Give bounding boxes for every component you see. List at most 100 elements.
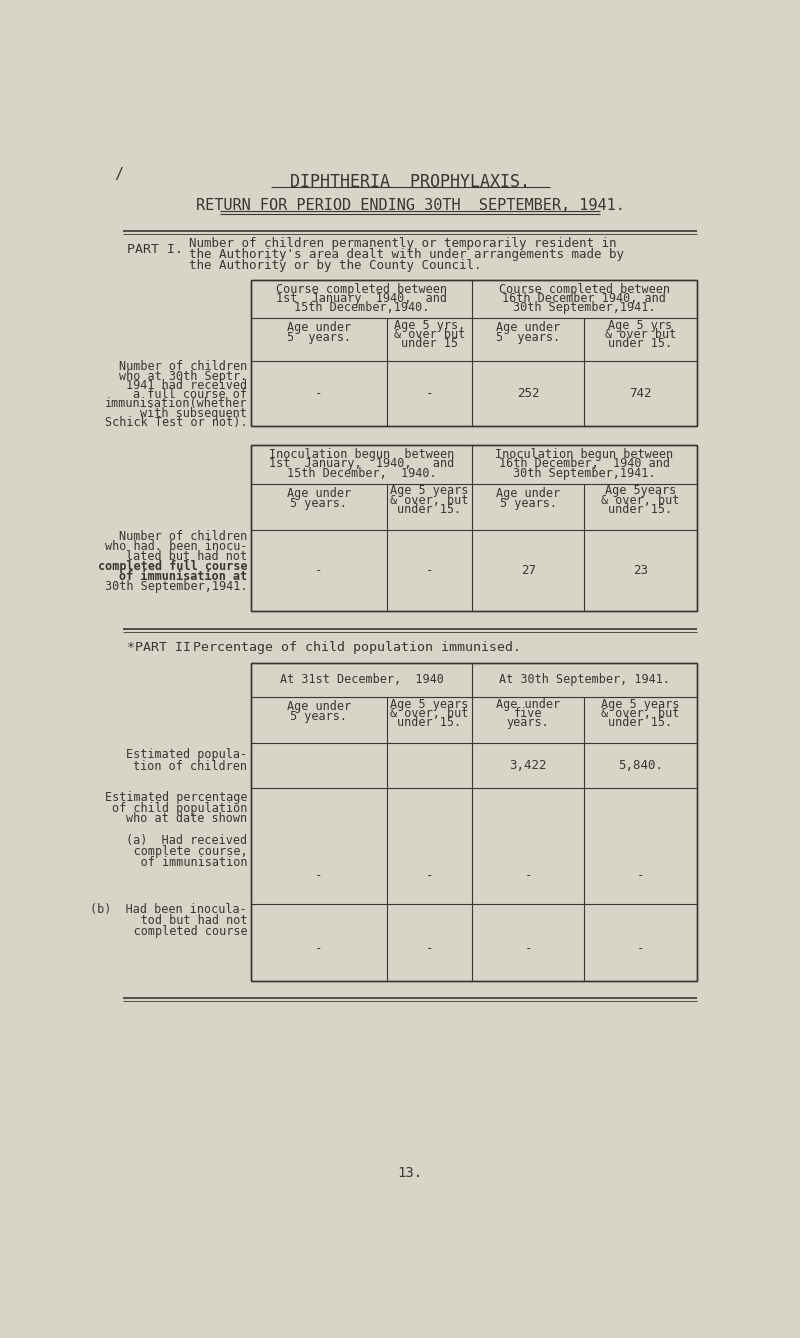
Text: Age under: Age under <box>496 697 560 710</box>
Text: Percentage of child population immunised.: Percentage of child population immunised… <box>193 641 521 654</box>
Text: 1st  January  1940,  and: 1st January 1940, and <box>276 292 447 305</box>
Text: 15th December,1940.: 15th December,1940. <box>294 301 430 314</box>
Text: 742: 742 <box>630 387 652 400</box>
Text: /: / <box>114 167 123 182</box>
Text: tod but had not: tod but had not <box>105 914 247 927</box>
Text: -: - <box>315 565 322 577</box>
Text: -: - <box>426 387 433 400</box>
Text: Number of children: Number of children <box>119 360 247 373</box>
Text: Age 5years: Age 5years <box>605 484 676 498</box>
Text: At 30th September, 1941.: At 30th September, 1941. <box>499 673 670 686</box>
Text: under 15: under 15 <box>401 337 458 351</box>
Text: *PART II: *PART II <box>127 641 191 654</box>
Text: 5 years.: 5 years. <box>290 710 347 723</box>
Text: 30th September,1941.: 30th September,1941. <box>513 467 656 480</box>
Text: under 15.: under 15. <box>609 503 673 516</box>
Text: of child population: of child population <box>112 801 247 815</box>
Text: PART I.: PART I. <box>127 242 183 256</box>
Text: a full course of: a full course of <box>134 388 247 401</box>
Text: -: - <box>637 942 644 955</box>
Text: -: - <box>525 868 532 882</box>
Text: 5 years.: 5 years. <box>500 496 557 510</box>
Text: Age 5 yrs: Age 5 yrs <box>609 318 673 332</box>
Text: 30th September,1941.: 30th September,1941. <box>513 301 656 314</box>
Text: five: five <box>514 706 542 720</box>
Text: Inoculation begun between: Inoculation begun between <box>495 448 674 462</box>
Text: 16th December 1940, and: 16th December 1940, and <box>502 292 666 305</box>
Text: 16th December,  1940 and: 16th December, 1940 and <box>499 458 670 471</box>
Text: 1st  January,  1940,   and: 1st January, 1940, and <box>269 458 454 471</box>
Text: complete course,: complete course, <box>98 844 247 858</box>
Text: Age under: Age under <box>496 321 560 334</box>
Text: under 15.: under 15. <box>609 716 673 729</box>
Text: with subsequent: with subsequent <box>140 407 247 420</box>
Text: -: - <box>315 942 322 955</box>
Text: Number of children: Number of children <box>119 530 247 543</box>
Text: of immunisation at: of immunisation at <box>119 570 247 583</box>
Text: & over but: & over but <box>605 328 676 341</box>
Text: At 31st December,  1940: At 31st December, 1940 <box>280 673 443 686</box>
Text: the Authority's area dealt with under arrangements made by: the Authority's area dealt with under ar… <box>189 248 624 261</box>
Text: Inoculation begun  between: Inoculation begun between <box>269 448 454 462</box>
Text: who at date shown: who at date shown <box>126 812 247 826</box>
Text: immunisation(whether: immunisation(whether <box>105 397 247 411</box>
Bar <box>251 446 697 611</box>
Text: Course completed between: Course completed between <box>499 282 670 296</box>
Text: (b)  Had been inocula-: (b) Had been inocula- <box>90 903 247 917</box>
Text: the Authority or by the County Council.: the Authority or by the County Council. <box>189 258 482 272</box>
Text: 30th September,1941.: 30th September,1941. <box>105 579 247 593</box>
Text: who had. been inocu-: who had. been inocu- <box>105 539 247 553</box>
Text: 5 years.: 5 years. <box>290 496 347 510</box>
Text: Age under: Age under <box>496 487 560 499</box>
Text: Age 5 years: Age 5 years <box>390 484 469 498</box>
Text: & over, but: & over, but <box>390 706 469 720</box>
Text: lated but had not: lated but had not <box>126 550 247 563</box>
Text: Number of children permanently or temporarily resident in: Number of children permanently or tempor… <box>189 237 617 250</box>
Text: RETURN FOR PERIOD ENDING 30TH  SEPTEMBER, 1941.: RETURN FOR PERIOD ENDING 30TH SEPTEMBER,… <box>195 198 625 213</box>
Text: Age under: Age under <box>287 487 351 499</box>
Text: -: - <box>426 942 433 955</box>
Text: 3,422: 3,422 <box>510 759 547 772</box>
Text: Age 5 yrs.: Age 5 yrs. <box>394 318 465 332</box>
Text: 5,840.: 5,840. <box>618 759 663 772</box>
Text: 252: 252 <box>517 387 539 400</box>
Text: Age under: Age under <box>287 321 351 334</box>
Text: -: - <box>525 942 532 955</box>
Text: 15th December,  1940.: 15th December, 1940. <box>286 467 436 480</box>
Text: -: - <box>315 868 322 882</box>
Text: under 15.: under 15. <box>398 503 462 516</box>
Text: -: - <box>426 565 433 577</box>
Text: who at 30th Septr.: who at 30th Septr. <box>119 369 247 383</box>
Bar <box>251 662 697 981</box>
Text: 23: 23 <box>633 565 648 577</box>
Text: & over, but: & over, but <box>602 706 680 720</box>
Text: Course completed between: Course completed between <box>276 282 447 296</box>
Text: of immunisation: of immunisation <box>105 855 247 868</box>
Text: tion of children: tion of children <box>134 760 247 773</box>
Text: 1941 had received: 1941 had received <box>126 379 247 392</box>
Text: & over but: & over but <box>394 328 465 341</box>
Text: Age under: Age under <box>287 700 351 713</box>
Text: years.: years. <box>507 716 550 729</box>
Text: -: - <box>637 868 644 882</box>
Text: DIPHTHERIA  PROPHYLAXIS.: DIPHTHERIA PROPHYLAXIS. <box>290 173 530 191</box>
Text: -: - <box>315 387 322 400</box>
Text: Age 5 years: Age 5 years <box>602 697 680 710</box>
Text: 27: 27 <box>521 565 536 577</box>
Text: Schick Test or not).: Schick Test or not). <box>105 416 247 429</box>
Text: Estimated popula-: Estimated popula- <box>126 748 247 761</box>
Bar <box>251 280 697 427</box>
Text: & over, but: & over, but <box>602 494 680 507</box>
Text: 13.: 13. <box>398 1167 422 1180</box>
Text: & over, but: & over, but <box>390 494 469 507</box>
Text: under 15.: under 15. <box>398 716 462 729</box>
Text: 5  years.: 5 years. <box>496 332 560 344</box>
Text: -: - <box>426 868 433 882</box>
Text: Age 5 years: Age 5 years <box>390 697 469 710</box>
Text: 5  years.: 5 years. <box>287 332 351 344</box>
Text: under 15.: under 15. <box>609 337 673 351</box>
Text: (a)  Had received: (a) Had received <box>126 834 247 847</box>
Text: completed course: completed course <box>98 925 247 938</box>
Text: completed full course: completed full course <box>98 559 247 573</box>
Text: Estimated percentage: Estimated percentage <box>105 791 247 804</box>
